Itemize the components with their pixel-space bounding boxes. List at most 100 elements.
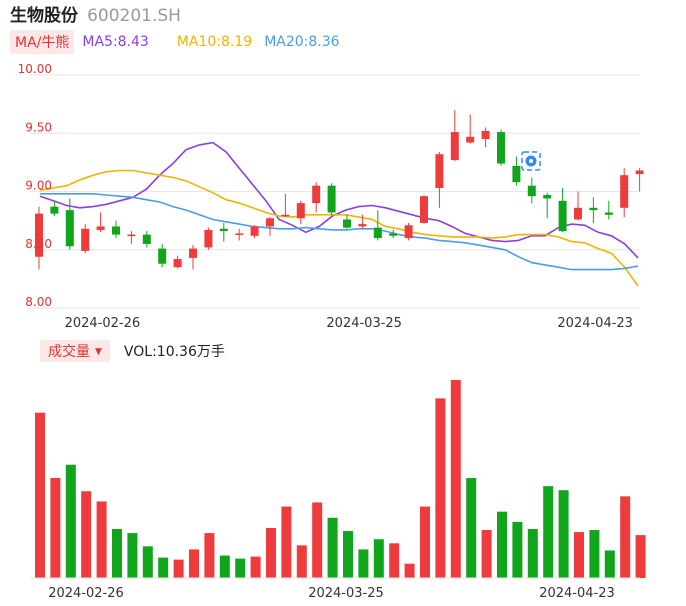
candle-body <box>50 206 59 214</box>
candle <box>219 222 228 242</box>
candle-body <box>373 227 382 239</box>
date-tick-label: 2024-04-23 <box>557 316 633 331</box>
candle <box>481 127 490 148</box>
candle-body <box>450 132 459 161</box>
volume-bar <box>112 529 122 578</box>
candle <box>266 217 274 236</box>
candle <box>127 231 136 244</box>
candle-body <box>512 165 521 183</box>
candle <box>604 200 613 220</box>
volume-bar <box>127 533 138 578</box>
axis-labels: 10.00 9.50 9.00 8.50 8.00 2024-02-26 2024-03-2… <box>18 62 633 601</box>
volume-bar <box>343 531 353 578</box>
candle-body <box>435 154 444 189</box>
candle <box>35 206 43 270</box>
candle-body <box>235 233 244 235</box>
candle-body <box>358 224 367 227</box>
candle <box>142 231 151 248</box>
candle <box>527 177 536 204</box>
candle <box>250 225 259 239</box>
candle-body <box>420 196 428 223</box>
candle <box>558 188 567 233</box>
candle <box>574 191 582 221</box>
volume-bar <box>389 543 400 578</box>
volume-bar <box>589 530 600 578</box>
chevron-down-icon: ▼ <box>95 347 102 357</box>
candle-body <box>466 136 475 143</box>
candle-body <box>574 207 582 220</box>
moving-average-lines <box>39 141 639 287</box>
volume-bar <box>250 556 261 578</box>
volume-bar <box>604 550 615 578</box>
volume-bar <box>189 549 199 578</box>
volume-bar <box>35 412 45 578</box>
volume-bar <box>358 549 369 578</box>
candle <box>512 156 521 186</box>
candle <box>96 212 105 233</box>
candle-body <box>543 194 552 199</box>
volume-bar <box>497 511 507 578</box>
candle-body <box>127 234 136 237</box>
candle <box>497 129 505 166</box>
candle-body <box>189 248 197 258</box>
candle <box>65 198 74 250</box>
candle <box>450 109 459 162</box>
candle <box>112 220 120 239</box>
candle <box>50 201 59 216</box>
candle-body <box>635 170 644 175</box>
volume-indicator-dropdown[interactable]: 成交量 ▼ <box>40 340 110 362</box>
candle-body <box>173 259 182 268</box>
y-tick-label: 8.00 <box>25 295 52 309</box>
candle-body <box>327 185 336 213</box>
candle-body <box>96 226 105 230</box>
ma5-line <box>39 141 639 259</box>
candle <box>404 222 413 241</box>
volume-bar <box>466 477 477 578</box>
candle <box>158 243 167 268</box>
volume-bar <box>219 555 230 578</box>
target-marker-icon[interactable] <box>521 151 541 171</box>
candle <box>589 197 598 223</box>
ma-legend-row: MA/牛熊 MA5:8.43 MA10:8.19 MA20:8.36 <box>10 30 340 54</box>
ma5-label: MA5:8.43 <box>82 34 149 50</box>
candle-body <box>558 200 567 232</box>
volume-bar <box>173 559 184 578</box>
ma20-label: MA20:8.36 <box>264 34 340 50</box>
stock-name: 生物股份 <box>10 6 78 26</box>
candle-body <box>404 225 413 239</box>
volume-bar <box>65 464 76 578</box>
volume-bar <box>620 496 631 578</box>
candle <box>296 200 305 225</box>
stock-code: 600201.SH <box>87 6 181 26</box>
volume-date-tick-label: 2024-04-23 <box>539 586 615 601</box>
volume-bar <box>450 380 461 578</box>
candle <box>435 151 444 208</box>
candle-body <box>604 212 613 215</box>
candlesticks <box>35 109 644 270</box>
ma-toggle-button[interactable]: MA/牛熊 <box>10 30 75 54</box>
candle-body <box>35 213 43 257</box>
y-tick-label: 9.00 <box>25 179 52 193</box>
volume-bar <box>50 477 61 578</box>
volume-bar <box>312 502 323 578</box>
candle-body <box>250 226 259 236</box>
candle-body <box>204 229 213 248</box>
volume-legend-row: 成交量 ▼ VOL:10.36万手 <box>40 340 225 362</box>
volume-bar <box>420 506 430 578</box>
candle-body <box>620 175 629 208</box>
volume-bar <box>481 530 492 578</box>
stock-title: 生物股份 600201.SH <box>10 4 181 28</box>
volume-bar <box>266 527 276 578</box>
volume-bar <box>574 532 584 578</box>
volume-bar <box>235 558 246 578</box>
date-tick-label: 2024-02-26 <box>65 316 141 331</box>
candle-body <box>281 214 290 217</box>
price-grid <box>30 74 640 309</box>
candle-body <box>65 210 74 247</box>
volume-bar <box>327 517 338 578</box>
candle <box>358 214 367 229</box>
candle-body <box>527 185 536 197</box>
candle <box>173 255 182 269</box>
candle <box>620 168 629 218</box>
